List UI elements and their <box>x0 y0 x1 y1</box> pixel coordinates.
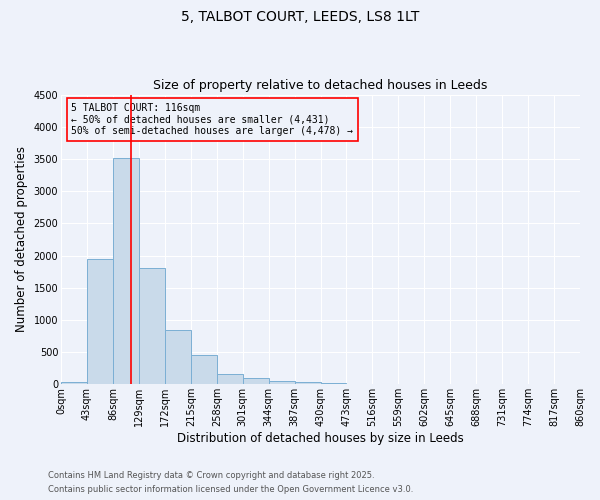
Bar <box>191 356 217 384</box>
Bar <box>61 382 87 384</box>
Text: 5, TALBOT COURT, LEEDS, LS8 1LT: 5, TALBOT COURT, LEEDS, LS8 1LT <box>181 10 419 24</box>
X-axis label: Distribution of detached houses by size in Leeds: Distribution of detached houses by size … <box>177 432 464 445</box>
Text: Contains public sector information licensed under the Open Government Licence v3: Contains public sector information licen… <box>48 486 413 494</box>
Bar <box>243 378 269 384</box>
Text: Contains HM Land Registry data © Crown copyright and database right 2025.: Contains HM Land Registry data © Crown c… <box>48 470 374 480</box>
Bar <box>87 258 113 384</box>
Bar <box>295 382 320 384</box>
Bar <box>139 268 165 384</box>
Bar <box>113 158 139 384</box>
Bar <box>269 381 295 384</box>
Bar <box>217 374 243 384</box>
Text: 5 TALBOT COURT: 116sqm
← 50% of detached houses are smaller (4,431)
50% of semi-: 5 TALBOT COURT: 116sqm ← 50% of detached… <box>71 103 353 136</box>
Title: Size of property relative to detached houses in Leeds: Size of property relative to detached ho… <box>154 79 488 92</box>
Y-axis label: Number of detached properties: Number of detached properties <box>15 146 28 332</box>
Bar <box>165 330 191 384</box>
